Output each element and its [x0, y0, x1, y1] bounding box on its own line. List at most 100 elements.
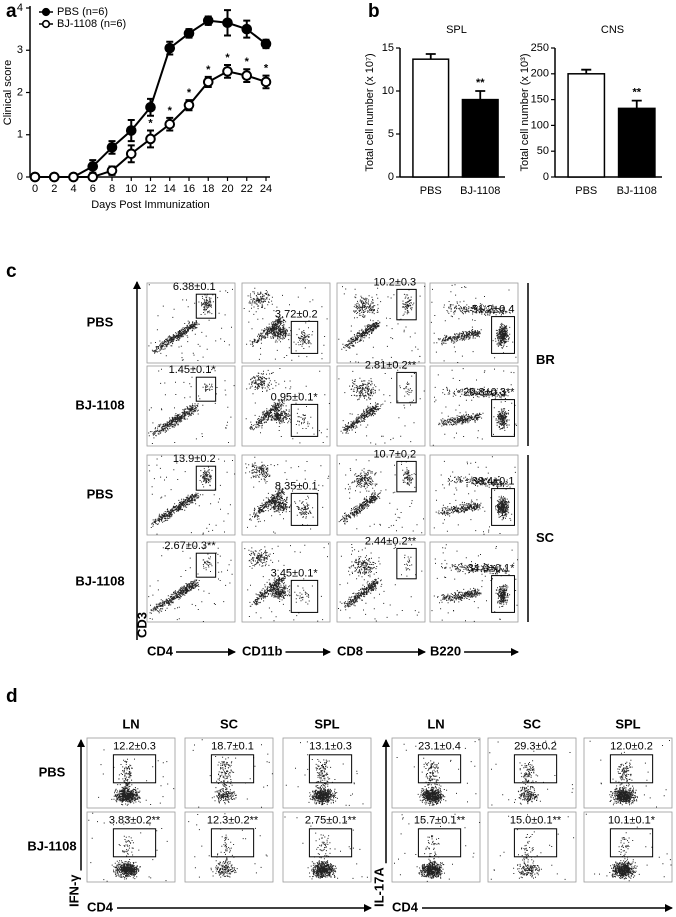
plot-frame	[487, 737, 577, 809]
gate	[195, 376, 217, 402]
data-point	[145, 133, 156, 145]
x-axis-label: CD4	[392, 899, 419, 914]
data-point	[48, 171, 60, 183]
x-tick-label: 10	[125, 183, 137, 195]
gate	[491, 575, 515, 613]
chart-title: CNS	[601, 24, 624, 36]
significance-mark: *	[264, 63, 269, 75]
panel-label: b	[368, 1, 380, 22]
y-axis-label: IFN-γ	[66, 874, 81, 907]
data-point	[241, 70, 253, 81]
data-point	[202, 76, 214, 88]
dot-cloud	[245, 456, 330, 534]
row-label: BJ-1108	[27, 838, 76, 853]
plot-frame	[336, 365, 426, 447]
gate	[290, 320, 319, 354]
x-axis-label: CD8	[337, 643, 363, 658]
plot-frame	[583, 737, 673, 809]
gate	[195, 465, 217, 491]
data-point	[202, 15, 214, 26]
gate	[112, 754, 157, 784]
y-tick-label: 0	[388, 171, 394, 183]
gate-value: 6.38±0.1	[173, 281, 216, 293]
dot-cloud	[585, 813, 672, 882]
panel-label: a	[6, 1, 17, 22]
significance-mark: **	[632, 87, 641, 99]
gate	[609, 754, 654, 784]
x-axis-label: CD4	[87, 899, 114, 914]
error-bar	[425, 53, 436, 60]
x-tick-label: BJ-1108	[460, 185, 500, 197]
data-point	[87, 171, 99, 183]
row-label: PBS	[39, 764, 66, 779]
gate-value: 38.4±0.1	[472, 476, 515, 488]
column-label: SC	[220, 716, 239, 731]
gate	[417, 828, 462, 858]
dot-cloud	[394, 813, 481, 882]
data-point	[260, 38, 272, 50]
dot-cloud	[148, 545, 233, 622]
dot-cloud	[192, 739, 273, 808]
x-tick-label: 18	[202, 183, 214, 195]
gate	[396, 547, 417, 580]
data-point	[241, 23, 253, 35]
dot-cloud	[338, 544, 423, 622]
y-tick-label: 150	[531, 94, 549, 106]
gate	[112, 828, 157, 858]
data-point	[260, 76, 272, 88]
x-tick-label: 22	[241, 183, 253, 195]
dot-cloud	[88, 812, 168, 882]
gate	[290, 492, 319, 526]
chart-title: SPL	[446, 24, 467, 36]
gate-value: 8.35±0.1	[275, 480, 318, 492]
dot-cloud	[589, 740, 670, 808]
gate	[513, 754, 558, 784]
data-point	[183, 28, 195, 39]
error-bar	[631, 99, 642, 109]
column-label: SPL	[615, 716, 640, 731]
gate-value: 23.1±0.4	[418, 741, 461, 753]
bar	[567, 73, 606, 178]
gate-value: 10.2±0.3	[373, 276, 416, 288]
plot-frame	[241, 541, 331, 623]
y-tick-label: 0	[17, 171, 23, 183]
dot-cloud	[284, 816, 368, 880]
gate	[491, 399, 515, 437]
x-axis-label: CD11b	[242, 643, 283, 658]
gate-value: 13.9±0.2	[173, 453, 216, 465]
gate	[513, 828, 558, 858]
data-point	[106, 165, 118, 176]
y-axis-label: Clinical score	[2, 60, 14, 125]
gate	[396, 288, 417, 321]
significance-mark: *	[148, 117, 153, 129]
dot-cloud	[148, 455, 236, 535]
gate-value: 2.44±0.2**	[365, 535, 417, 547]
plot-frame	[336, 282, 426, 364]
y-axis-label: IL-17A	[371, 867, 386, 907]
bar	[412, 58, 450, 178]
gate	[210, 828, 255, 858]
y-tick-label: 1	[17, 129, 23, 141]
y-tick-label: 250	[531, 42, 549, 54]
column-label: LN	[427, 716, 444, 731]
gate-value: 10.7±0.2	[373, 448, 416, 460]
plot-frame	[429, 541, 519, 623]
error-bar	[475, 90, 486, 100]
gate-value: 34.0±0.1*	[467, 563, 515, 575]
gate-value: 12.2±0.3	[113, 741, 156, 753]
x-axis-label: B220	[430, 643, 461, 658]
y-axis-label: Total cell number (x 10³)	[519, 54, 531, 172]
dot-cloud	[98, 749, 175, 806]
column-label: SC	[523, 716, 542, 731]
x-tick-label: 0	[32, 183, 38, 195]
gate	[417, 754, 462, 784]
x-tick-label: 8	[109, 183, 115, 195]
y-axis-label: Total cell number (x 10⁷)	[364, 53, 376, 171]
gate	[290, 579, 319, 613]
plot-frame	[241, 282, 331, 364]
gate-value: 1.45±0.1*	[169, 364, 217, 376]
y-tick-label: 2	[17, 86, 23, 98]
significance-mark: *	[187, 87, 192, 99]
significance-mark: *	[206, 64, 211, 76]
